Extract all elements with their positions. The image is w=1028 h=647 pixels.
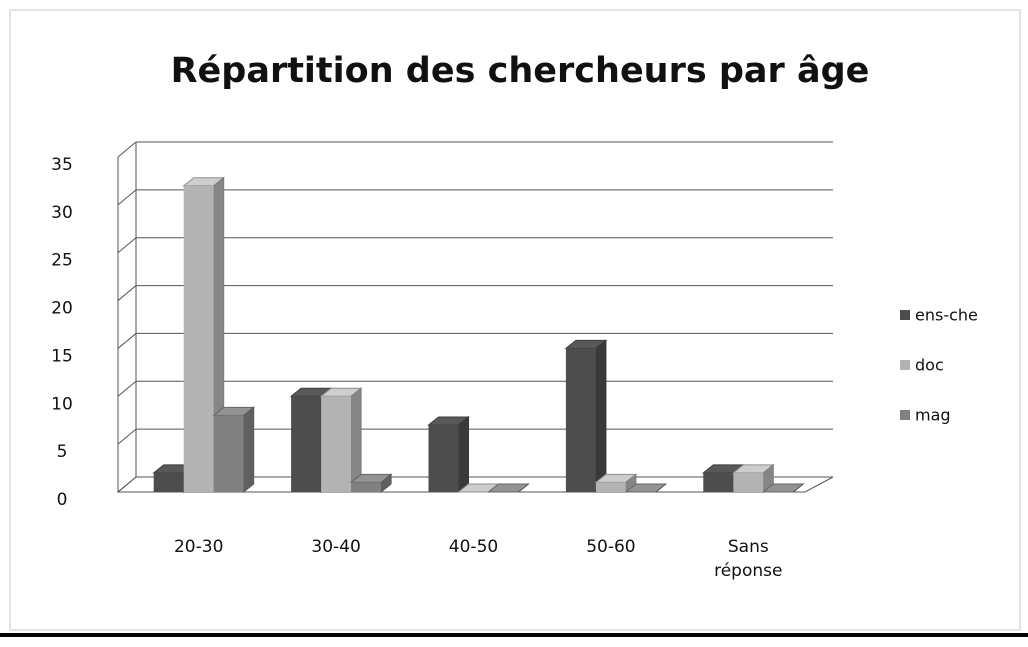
y-tick-label: 5 (57, 442, 68, 462)
bar-side (518, 483, 529, 493)
grid-line-side (117, 237, 137, 254)
grid-line-side (117, 380, 137, 397)
x-tick-label: 40-50 (448, 537, 499, 557)
bar (183, 185, 214, 492)
bar-side (595, 339, 607, 494)
bottom-border (0, 633, 1028, 637)
bar (595, 482, 626, 492)
grid-line-side (117, 189, 137, 206)
bar-side (458, 415, 469, 494)
grid-line-side (117, 476, 137, 493)
grid-line-side (117, 141, 137, 158)
grid-line-side (117, 333, 137, 349)
legend-label: mag (915, 406, 951, 425)
y-tick-label: 20 (51, 299, 73, 319)
grid-line-side (117, 428, 137, 445)
grid-line-side (117, 285, 137, 301)
legend-swatch (900, 310, 910, 320)
bar (565, 348, 596, 492)
y-tick-label: 15 (51, 346, 73, 366)
y-tick-label: 25 (51, 251, 73, 271)
bar-side (792, 483, 804, 493)
x-tick-label: Sans réponse (714, 537, 783, 581)
legend-swatch (900, 410, 910, 420)
bar-side (243, 406, 255, 494)
x-tick-label: 30-40 (311, 537, 361, 557)
bar (321, 396, 352, 492)
x-tick-label: 20-30 (173, 537, 224, 557)
y-tick-label: 30 (51, 203, 73, 223)
legend-label: ens-che (915, 306, 978, 325)
bar (733, 472, 764, 492)
bar (351, 482, 382, 492)
chart-frame (9, 9, 1021, 631)
bar (703, 472, 734, 492)
bar (153, 472, 184, 492)
bar (291, 396, 322, 492)
y-tick-label: 0 (57, 490, 68, 510)
chart-title: Répartition des chercheurs par âge (171, 51, 870, 91)
bar-side (655, 483, 667, 493)
bar (428, 425, 459, 492)
y-tick-label: 35 (51, 155, 73, 175)
legend-label: doc (915, 356, 944, 375)
x-tick-label: 50-60 (586, 537, 636, 557)
bar (213, 415, 244, 492)
legend-swatch (900, 360, 910, 370)
y-tick-label: 10 (51, 394, 73, 414)
